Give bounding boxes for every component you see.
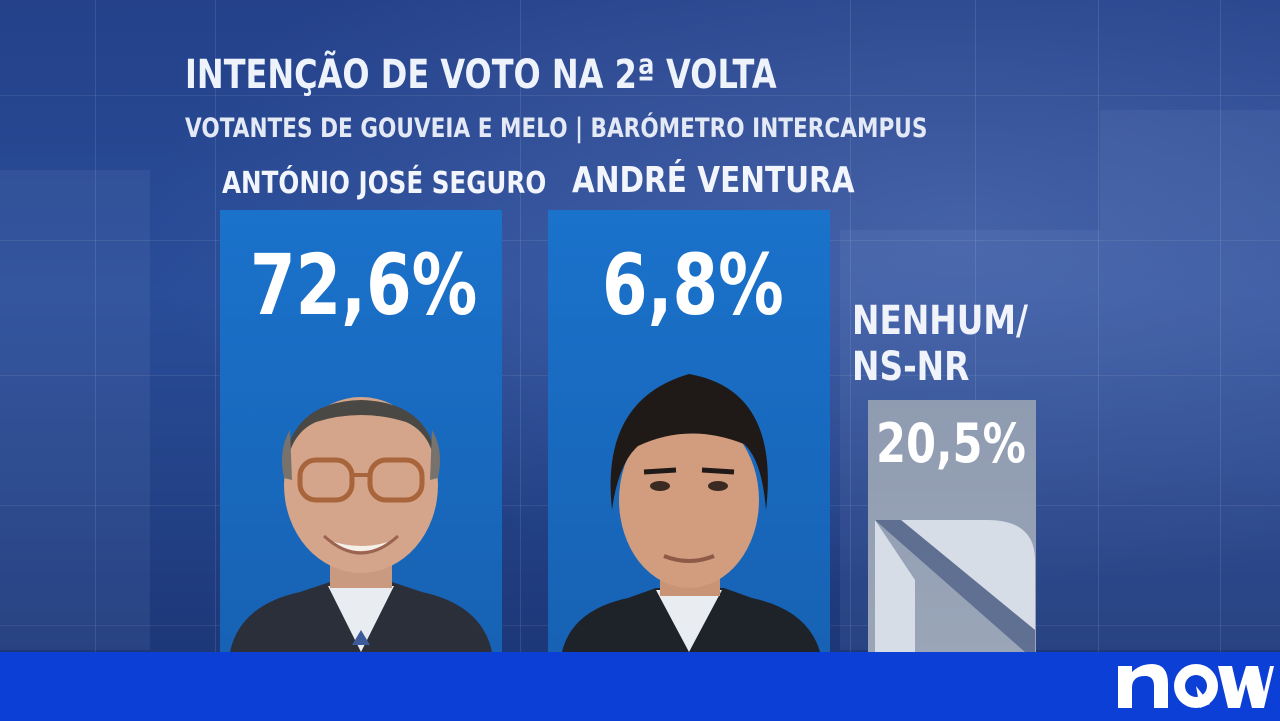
portrait-seguro: [220, 360, 502, 652]
grid-line: [850, 0, 851, 652]
now-logo: [1114, 652, 1274, 716]
chart-title: INTENÇÃO DE VOTO NA 2ª VOLTA: [185, 52, 777, 98]
value-label-nenhum: 20,5%: [876, 412, 1026, 475]
category-label-nenhum: NENHUM/ NS-NR: [852, 298, 1029, 390]
background-building-right: [1100, 110, 1280, 650]
background-building-left: [0, 170, 150, 650]
portrait-ventura: [548, 360, 830, 652]
category-label-nenhum-line1: NENHUM/: [852, 298, 1029, 344]
chart-stage: INTENÇÃO DE VOTO NA 2ª VOLTA VOTANTES DE…: [0, 0, 1280, 652]
grid-line: [520, 0, 521, 652]
category-label-seguro: ANTÓNIO JOSÉ SEGURO: [222, 166, 547, 201]
grid-line: [1098, 0, 1099, 652]
grid-line: [95, 0, 96, 652]
chart-subtitle: VOTANTES DE GOUVEIA E MELO | BARÓMETRO I…: [185, 113, 928, 144]
now-logo-icon: [1118, 664, 1274, 708]
bottom-bar: [0, 652, 1280, 721]
category-label-ventura: ANDRÉ VENTURA: [572, 160, 855, 201]
grid-line: [0, 95, 1280, 96]
grid-line: [1220, 0, 1221, 652]
ballot-icon: [875, 520, 1035, 652]
grid-line: [215, 0, 216, 652]
value-label-ventura: 6,8%: [602, 236, 784, 334]
category-label-nenhum-line2: NS-NR: [852, 344, 970, 390]
value-label-seguro: 72,6%: [250, 236, 478, 334]
grid-line: [975, 0, 976, 652]
